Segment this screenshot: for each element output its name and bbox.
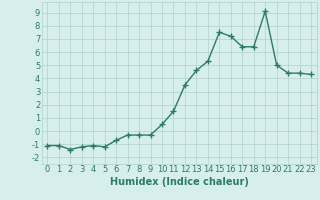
X-axis label: Humidex (Indice chaleur): Humidex (Indice chaleur)	[110, 177, 249, 187]
